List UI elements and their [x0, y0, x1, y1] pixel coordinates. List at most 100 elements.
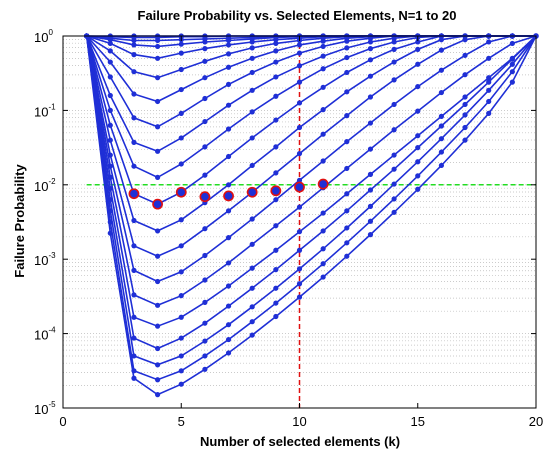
series-point	[320, 38, 326, 44]
series-point	[131, 292, 137, 298]
series-point	[225, 51, 232, 57]
series-point	[249, 69, 255, 76]
series-point	[462, 37, 468, 43]
series-point	[344, 208, 350, 214]
series-point	[178, 335, 184, 341]
series-point	[320, 261, 326, 267]
series-point	[225, 37, 232, 44]
series-point	[367, 218, 374, 224]
series-point	[273, 285, 279, 291]
series-point	[131, 314, 137, 320]
tick-layer: 0 5 10 15 20 100 10-1 10-2 10-3 10-4 10-5	[34, 28, 543, 429]
series-point	[178, 269, 184, 275]
series-point	[249, 55, 255, 61]
series-point	[155, 323, 161, 329]
series-point	[155, 37, 161, 44]
series-point	[225, 64, 232, 70]
series-point	[225, 102, 232, 108]
series-point	[178, 293, 184, 299]
x-tick-label: 0	[59, 414, 66, 429]
series-point	[367, 120, 374, 126]
series-point	[202, 39, 208, 45]
series-point	[415, 108, 421, 114]
series-point	[202, 338, 208, 344]
series-point	[415, 145, 421, 151]
series-line	[85, 35, 536, 232]
series-point	[391, 152, 397, 158]
series-point	[107, 230, 113, 236]
series-point	[320, 228, 326, 234]
series-point	[367, 73, 374, 79]
series-point	[320, 43, 326, 50]
series-point	[107, 92, 113, 99]
series-point	[107, 107, 113, 113]
series-point	[225, 182, 232, 188]
series-point	[249, 87, 255, 93]
series-point	[320, 53, 326, 59]
series-point	[320, 210, 326, 216]
series-point	[273, 59, 279, 65]
series-point	[415, 83, 421, 90]
series-point	[320, 84, 326, 90]
y-tick-label: 10-5	[34, 400, 56, 417]
series-point	[462, 52, 468, 58]
series-point	[320, 107, 326, 113]
series-point	[202, 75, 208, 81]
series-point	[225, 322, 232, 328]
series-point	[202, 95, 208, 102]
series-point	[202, 172, 208, 178]
series-point	[107, 48, 113, 54]
series-point	[438, 47, 444, 53]
series-point	[273, 223, 279, 229]
series-point	[273, 313, 279, 320]
series-point	[249, 265, 255, 271]
series-point	[438, 67, 444, 73]
series-point	[131, 267, 137, 273]
series-point	[296, 100, 303, 106]
series-point	[296, 204, 303, 210]
series-point	[178, 135, 184, 141]
series-point	[296, 63, 303, 69]
series-point	[344, 225, 350, 231]
series-point	[320, 131, 326, 137]
series-point	[415, 173, 421, 179]
series-point	[462, 101, 468, 108]
series-line	[85, 35, 537, 396]
series-line	[85, 35, 537, 328]
series-point	[202, 299, 208, 305]
series-point	[367, 57, 374, 63]
series-point	[296, 247, 303, 253]
series-point	[202, 118, 208, 125]
series-point	[415, 61, 421, 67]
series-point	[367, 46, 374, 52]
series-point	[438, 162, 444, 169]
series-point	[107, 74, 113, 80]
series-point	[202, 353, 208, 359]
x-tick-label: 15	[411, 414, 425, 429]
series-point	[155, 377, 161, 383]
series-point	[486, 55, 492, 61]
series-point	[178, 50, 184, 56]
series-point	[273, 37, 279, 43]
series-point	[486, 87, 492, 93]
series-point	[131, 335, 137, 341]
series-point	[225, 336, 232, 343]
series-point	[509, 56, 515, 62]
series-point	[296, 281, 303, 287]
series-point	[131, 243, 137, 249]
series-point	[438, 37, 444, 43]
series-point	[344, 45, 350, 51]
highlighted-point	[317, 178, 329, 190]
series-point	[107, 40, 113, 47]
series-point	[486, 79, 492, 85]
series-point	[438, 89, 444, 96]
series-point	[249, 45, 255, 51]
series-point	[462, 72, 468, 78]
series-point	[155, 253, 161, 259]
series-point	[415, 39, 421, 45]
series-point	[415, 133, 421, 139]
series-point	[155, 345, 161, 352]
series-point	[296, 79, 303, 85]
series-point	[155, 302, 161, 308]
